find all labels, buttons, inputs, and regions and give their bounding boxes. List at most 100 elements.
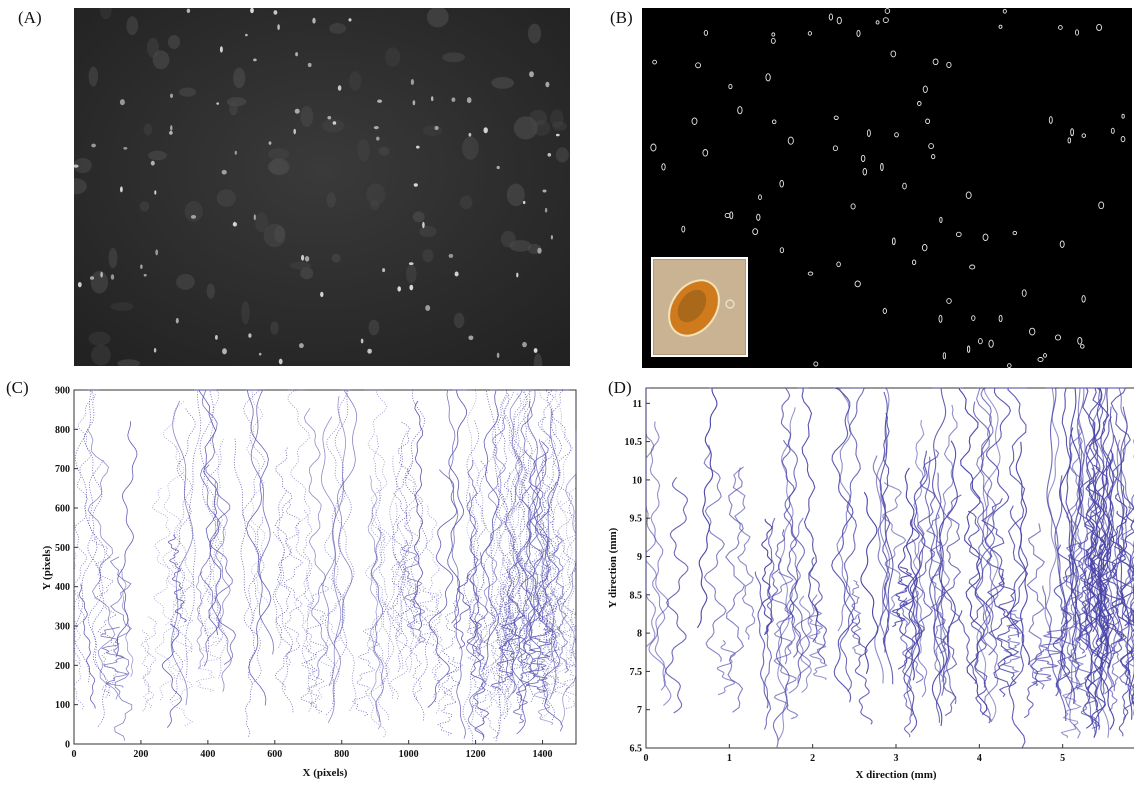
segmented-outline bbox=[966, 345, 971, 353]
segmented-outline bbox=[695, 62, 702, 69]
trajectory-line bbox=[1109, 387, 1134, 689]
trajectory-line bbox=[494, 486, 516, 673]
segmented-outline bbox=[902, 182, 907, 190]
blurred-particle bbox=[550, 109, 564, 128]
trajectory-line bbox=[1031, 628, 1068, 687]
segmented-outline bbox=[1081, 133, 1087, 138]
bright-particle bbox=[143, 273, 147, 277]
blurred-particle bbox=[419, 225, 437, 238]
trajectory-line bbox=[1081, 554, 1099, 627]
trajectory-line bbox=[899, 597, 914, 738]
blurred-particle bbox=[422, 125, 443, 136]
trajectory-line bbox=[1096, 543, 1128, 654]
trajectory-line bbox=[395, 501, 415, 673]
trajectory-line bbox=[526, 389, 541, 632]
blurred-particle bbox=[74, 157, 92, 174]
segmented-outline bbox=[911, 259, 917, 266]
trajectory-line bbox=[553, 535, 569, 674]
trajectory-line bbox=[453, 573, 471, 649]
trajectory-line bbox=[489, 593, 501, 704]
trajectory-line bbox=[1023, 649, 1045, 719]
y-tick-label: 0 bbox=[65, 740, 70, 751]
trajectory-line bbox=[389, 539, 421, 700]
trajectory-line bbox=[560, 430, 577, 726]
segmented-outline bbox=[921, 243, 928, 252]
bright-particle bbox=[100, 271, 103, 278]
trajectory-line bbox=[467, 408, 499, 730]
trajectory-line bbox=[645, 387, 657, 647]
y-tick-label: 7 bbox=[637, 705, 642, 716]
x-tick-label: 1 bbox=[727, 753, 732, 764]
trajectory-line bbox=[198, 389, 217, 652]
trajectory-line bbox=[320, 416, 341, 723]
segmented-outline bbox=[1121, 113, 1125, 119]
bright-particle bbox=[253, 214, 256, 221]
trajectory-line bbox=[696, 387, 718, 629]
bright-particle bbox=[522, 341, 527, 348]
segmented-outline bbox=[1110, 127, 1115, 134]
trajectory-line bbox=[1064, 414, 1083, 739]
x-tick-label: 0 bbox=[644, 753, 649, 764]
trajectory-line bbox=[797, 387, 819, 643]
segmented-outline bbox=[771, 32, 776, 37]
y-tick-label: 600 bbox=[55, 504, 70, 515]
bright-particle bbox=[301, 254, 305, 261]
trajectory-line bbox=[761, 518, 773, 636]
trajectory-line bbox=[522, 389, 539, 645]
bright-particle bbox=[248, 333, 252, 338]
trajectory-line bbox=[529, 657, 554, 726]
segmented-outline bbox=[1043, 353, 1047, 358]
segmented-outline bbox=[1037, 357, 1044, 362]
trajectory-line bbox=[161, 623, 182, 728]
trajectory-line bbox=[462, 419, 480, 744]
trajectory-line bbox=[87, 458, 110, 698]
panel-label-a: (A) bbox=[18, 8, 42, 27]
segmented-outline bbox=[1077, 336, 1083, 345]
segmented-outline bbox=[998, 24, 1003, 29]
bright-particle bbox=[219, 46, 223, 53]
trajectory-line bbox=[780, 388, 802, 658]
trajectory-line bbox=[716, 639, 736, 696]
bright-particle bbox=[397, 286, 402, 292]
x-tick-label: 800 bbox=[334, 749, 349, 760]
raw-microscopy-image bbox=[74, 8, 570, 366]
trajectory-line bbox=[497, 394, 520, 650]
y-tick-label: 300 bbox=[55, 622, 70, 633]
panel-label-d: (D) bbox=[608, 378, 632, 397]
bright-particle bbox=[293, 128, 296, 135]
blurred-particle bbox=[91, 344, 111, 366]
trajectory-line bbox=[303, 407, 329, 680]
segmented-outline bbox=[1058, 25, 1063, 30]
trajectory-line bbox=[1015, 441, 1030, 666]
bright-particle bbox=[416, 145, 420, 149]
blurred-particle bbox=[326, 192, 336, 208]
bright-particle bbox=[542, 189, 547, 193]
trajectory-line bbox=[809, 556, 827, 664]
blurred-particle bbox=[491, 77, 514, 89]
trajectory-line bbox=[302, 509, 313, 652]
segmented-outline bbox=[917, 101, 922, 106]
trajectory-line bbox=[1079, 387, 1105, 633]
trajectory-line bbox=[283, 500, 303, 666]
trajectory-line bbox=[396, 431, 415, 627]
segmented-outline bbox=[971, 315, 976, 321]
segmented-outline bbox=[882, 17, 889, 23]
blurred-particle bbox=[513, 116, 538, 140]
bright-particle bbox=[268, 141, 272, 145]
segmented-outline bbox=[832, 145, 838, 152]
segmented-outline bbox=[998, 314, 1003, 323]
bright-particle bbox=[120, 186, 123, 193]
blurred-particle bbox=[349, 71, 362, 91]
bright-particle bbox=[468, 335, 474, 341]
bright-particle bbox=[258, 352, 262, 356]
trajectory-line bbox=[926, 514, 947, 654]
trajectory-line bbox=[969, 401, 997, 656]
trajectory-line bbox=[1120, 506, 1134, 704]
trajectory-line bbox=[942, 494, 962, 717]
x-tick-label: 2 bbox=[810, 753, 815, 764]
trajectory-line bbox=[331, 389, 352, 704]
bright-particle bbox=[234, 150, 237, 155]
trajectory-line bbox=[501, 557, 523, 694]
